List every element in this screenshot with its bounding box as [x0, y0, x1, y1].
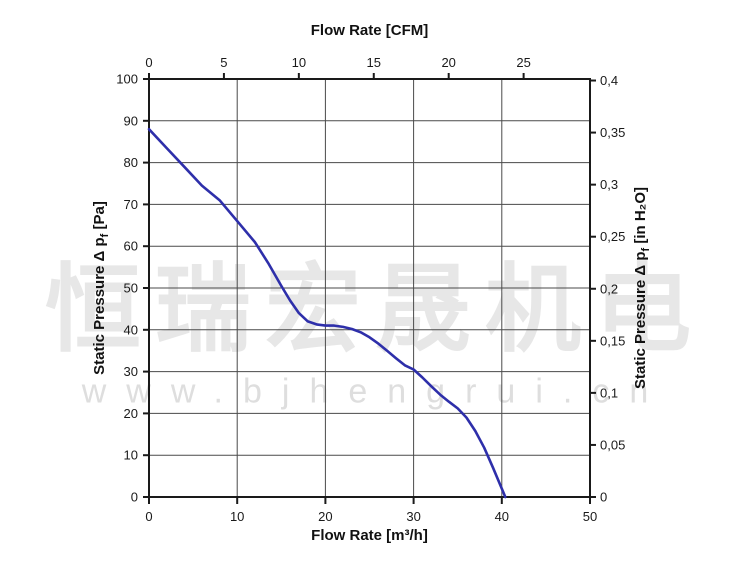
svg-text:50: 50: [124, 281, 138, 296]
svg-text:0,05: 0,05: [600, 437, 625, 452]
right-axis-title-sub: f: [640, 247, 652, 252]
svg-text:20: 20: [441, 55, 455, 70]
watermark-chinese-text: 恒瑞宏晟机电: [45, 256, 705, 364]
svg-text:20: 20: [124, 406, 138, 421]
left-axis-title-sub: f: [99, 233, 111, 238]
left-axis-title-post: [Pa]: [91, 201, 108, 234]
left-axis-title: Static Pressure Δ pf [Pa]: [91, 201, 111, 375]
svg-text:25: 25: [516, 55, 530, 70]
svg-text:70: 70: [124, 197, 138, 212]
svg-text:15: 15: [367, 55, 381, 70]
svg-text:0: 0: [145, 55, 152, 70]
right-axis-title-pre: Static Pressure Δ p: [632, 251, 649, 390]
svg-text:0,25: 0,25: [600, 229, 625, 244]
svg-text:0: 0: [600, 490, 607, 505]
svg-text:60: 60: [124, 239, 138, 254]
svg-text:0,2: 0,2: [600, 281, 618, 296]
svg-text:30: 30: [406, 509, 420, 524]
svg-text:100: 100: [116, 72, 138, 87]
right-axis-title-post: [in H₂O]: [632, 186, 649, 248]
svg-text:0,1: 0,1: [600, 385, 618, 400]
svg-text:90: 90: [124, 113, 138, 128]
svg-text:0: 0: [131, 490, 138, 505]
svg-text:40: 40: [124, 322, 138, 337]
svg-text:40: 40: [495, 509, 509, 524]
svg-text:10: 10: [230, 509, 244, 524]
top-axis-title: Flow Rate [CFM]: [310, 22, 429, 39]
svg-text:30: 30: [124, 364, 138, 379]
svg-text:5: 5: [220, 55, 227, 70]
svg-text:10: 10: [292, 55, 306, 70]
svg-text:0,4: 0,4: [600, 73, 618, 88]
svg-text:0: 0: [145, 509, 152, 524]
svg-text:0,15: 0,15: [600, 333, 625, 348]
svg-text:20: 20: [318, 509, 332, 524]
bottom-axis-title: Flow Rate [m³/h]: [311, 527, 428, 544]
svg-text:50: 50: [583, 509, 597, 524]
svg-text:80: 80: [124, 155, 138, 170]
svg-text:0,35: 0,35: [600, 125, 625, 140]
left-axis-title-pre: Static Pressure Δ p: [91, 237, 108, 375]
right-axis-title: Static Pressure Δ pf [in H₂O]: [632, 187, 652, 389]
svg-text:10: 10: [124, 448, 138, 463]
watermark-website-text: www.bjhengrui.cn: [81, 372, 669, 411]
svg-text:0,3: 0,3: [600, 177, 618, 192]
